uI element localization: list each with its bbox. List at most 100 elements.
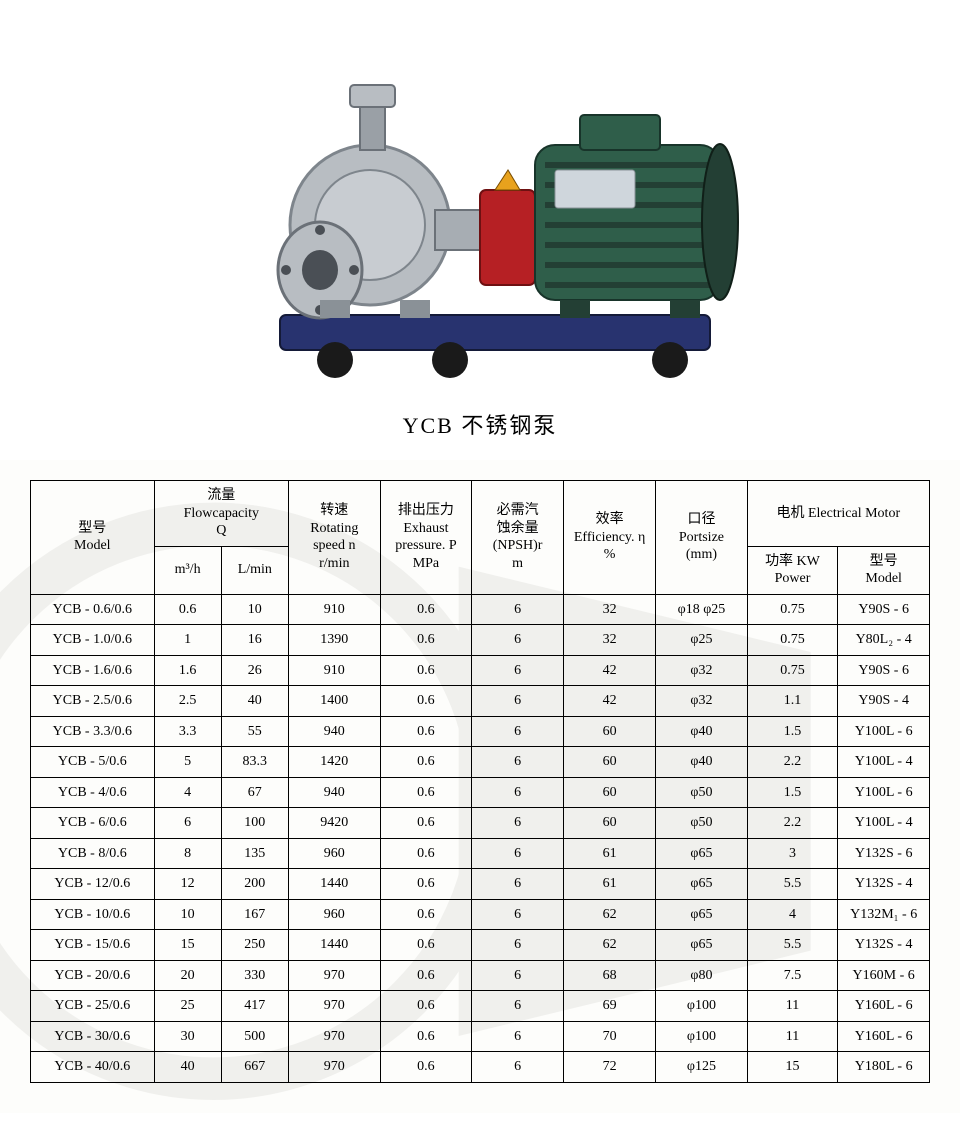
cell-speed: 970 xyxy=(289,1052,381,1083)
cell-port: φ25 xyxy=(656,625,747,656)
cell-speed: 940 xyxy=(289,716,381,747)
cell-npsh: 6 xyxy=(472,960,564,991)
cell-lmin: 26 xyxy=(221,655,288,686)
cell-m3h: 4 xyxy=(154,777,221,808)
cell-speed: 1400 xyxy=(289,686,381,717)
cell-lmin: 40 xyxy=(221,686,288,717)
cell-kw: 4 xyxy=(747,899,838,930)
cell-speed: 910 xyxy=(289,655,381,686)
cell-speed: 970 xyxy=(289,991,381,1022)
cell-npsh: 6 xyxy=(472,838,564,869)
table-row: YCB - 15/0.61525014400.6662φ655.5Y132S -… xyxy=(31,930,930,961)
cell-port: φ40 xyxy=(656,716,747,747)
cell-m3h: 30 xyxy=(154,1021,221,1052)
cell-npsh: 6 xyxy=(472,747,564,778)
cell-m3h: 6 xyxy=(154,808,221,839)
table-row: YCB - 0.6/0.60.6109100.6632φ18 φ250.75Y9… xyxy=(31,594,930,625)
cell-press: 0.6 xyxy=(380,777,472,808)
cell-model: YCB - 20/0.6 xyxy=(31,960,155,991)
cell-port: φ32 xyxy=(656,686,747,717)
table-row: YCB - 3.3/0.63.3559400.6660φ401.5Y100L -… xyxy=(31,716,930,747)
cell-mmodel: Y132M₁ - 6 xyxy=(838,899,930,930)
cell-model: YCB - 4/0.6 xyxy=(31,777,155,808)
cell-mmodel: Y100L - 4 xyxy=(838,747,930,778)
cell-lmin: 250 xyxy=(221,930,288,961)
cell-kw: 5.5 xyxy=(747,869,838,900)
cell-speed: 960 xyxy=(289,899,381,930)
cell-port: φ65 xyxy=(656,930,747,961)
cell-eff: 61 xyxy=(563,869,655,900)
cell-press: 0.6 xyxy=(380,930,472,961)
cell-mmodel: Y90S - 6 xyxy=(838,655,930,686)
cell-m3h: 1.6 xyxy=(154,655,221,686)
cell-press: 0.6 xyxy=(380,686,472,717)
cell-kw: 15 xyxy=(747,1052,838,1083)
th-pressure: 排出压力 Exhaust pressure. P MPa xyxy=(380,481,472,595)
cell-press: 0.6 xyxy=(380,869,472,900)
cell-eff: 60 xyxy=(563,716,655,747)
table-row: YCB - 6/0.6610094200.6660φ502.2Y100L - 4 xyxy=(31,808,930,839)
cell-mmodel: Y80L₂ - 4 xyxy=(838,625,930,656)
cell-press: 0.6 xyxy=(380,838,472,869)
cell-eff: 60 xyxy=(563,747,655,778)
cell-speed: 1440 xyxy=(289,930,381,961)
cell-lmin: 135 xyxy=(221,838,288,869)
cell-m3h: 8 xyxy=(154,838,221,869)
cell-lmin: 667 xyxy=(221,1052,288,1083)
th-model: 型号 Model xyxy=(31,481,155,595)
cell-npsh: 6 xyxy=(472,930,564,961)
cell-press: 0.6 xyxy=(380,747,472,778)
cell-eff: 68 xyxy=(563,960,655,991)
cell-npsh: 6 xyxy=(472,655,564,686)
cell-speed: 1420 xyxy=(289,747,381,778)
cell-press: 0.6 xyxy=(380,716,472,747)
th-port: 口径 Portsize (mm) xyxy=(656,481,747,595)
cell-port: φ100 xyxy=(656,991,747,1022)
cell-model: YCB - 12/0.6 xyxy=(31,869,155,900)
cell-speed: 1390 xyxy=(289,625,381,656)
cell-lmin: 10 xyxy=(221,594,288,625)
cell-eff: 42 xyxy=(563,686,655,717)
cell-kw: 0.75 xyxy=(747,655,838,686)
cell-lmin: 500 xyxy=(221,1021,288,1052)
cell-npsh: 6 xyxy=(472,594,564,625)
product-caption: YCB 不锈钢泵 xyxy=(403,408,558,440)
cell-eff: 70 xyxy=(563,1021,655,1052)
cell-mmodel: Y160L - 6 xyxy=(838,991,930,1022)
cell-press: 0.6 xyxy=(380,655,472,686)
cell-model: YCB - 8/0.6 xyxy=(31,838,155,869)
table-row: YCB - 5/0.6583.314200.6660φ402.2Y100L - … xyxy=(31,747,930,778)
cell-kw: 11 xyxy=(747,991,838,1022)
product-image-area: YCB 不锈钢泵 xyxy=(0,0,960,460)
cell-kw: 11 xyxy=(747,1021,838,1052)
cell-eff: 61 xyxy=(563,838,655,869)
cell-kw: 1.5 xyxy=(747,716,838,747)
cell-mmodel: Y90S - 4 xyxy=(838,686,930,717)
page: YCB 不锈钢泵 型号 Model 流量 Flowcapacity Q 转速 R… xyxy=(0,0,960,1113)
cell-mmodel: Y132S - 6 xyxy=(838,838,930,869)
cell-press: 0.6 xyxy=(380,960,472,991)
cell-eff: 60 xyxy=(563,808,655,839)
table-row: YCB - 1.6/0.61.6269100.6642φ320.75Y90S -… xyxy=(31,655,930,686)
cell-eff: 69 xyxy=(563,991,655,1022)
cell-m3h: 0.6 xyxy=(154,594,221,625)
cell-model: YCB - 2.5/0.6 xyxy=(31,686,155,717)
cell-port: φ32 xyxy=(656,655,747,686)
cell-press: 0.6 xyxy=(380,625,472,656)
table-row: YCB - 12/0.61220014400.6661φ655.5Y132S -… xyxy=(31,869,930,900)
cell-eff: 32 xyxy=(563,625,655,656)
cell-m3h: 10 xyxy=(154,899,221,930)
cell-port: φ100 xyxy=(656,1021,747,1052)
cell-mmodel: Y100L - 4 xyxy=(838,808,930,839)
spec-table-head: 型号 Model 流量 Flowcapacity Q 转速 Rotating s… xyxy=(31,481,930,595)
table-row: YCB - 40/0.6406679700.6672φ12515Y180L - … xyxy=(31,1052,930,1083)
th-lmin: L/min xyxy=(221,546,288,594)
cell-mmodel: Y160M - 6 xyxy=(838,960,930,991)
cell-speed: 940 xyxy=(289,777,381,808)
cell-port: φ125 xyxy=(656,1052,747,1083)
th-speed: 转速 Rotating speed n r/min xyxy=(289,481,381,595)
th-power: 功率 KW Power xyxy=(747,546,838,594)
cell-port: φ40 xyxy=(656,747,747,778)
cell-kw: 3 xyxy=(747,838,838,869)
spec-table-body: YCB - 0.6/0.60.6109100.6632φ18 φ250.75Y9… xyxy=(31,594,930,1082)
